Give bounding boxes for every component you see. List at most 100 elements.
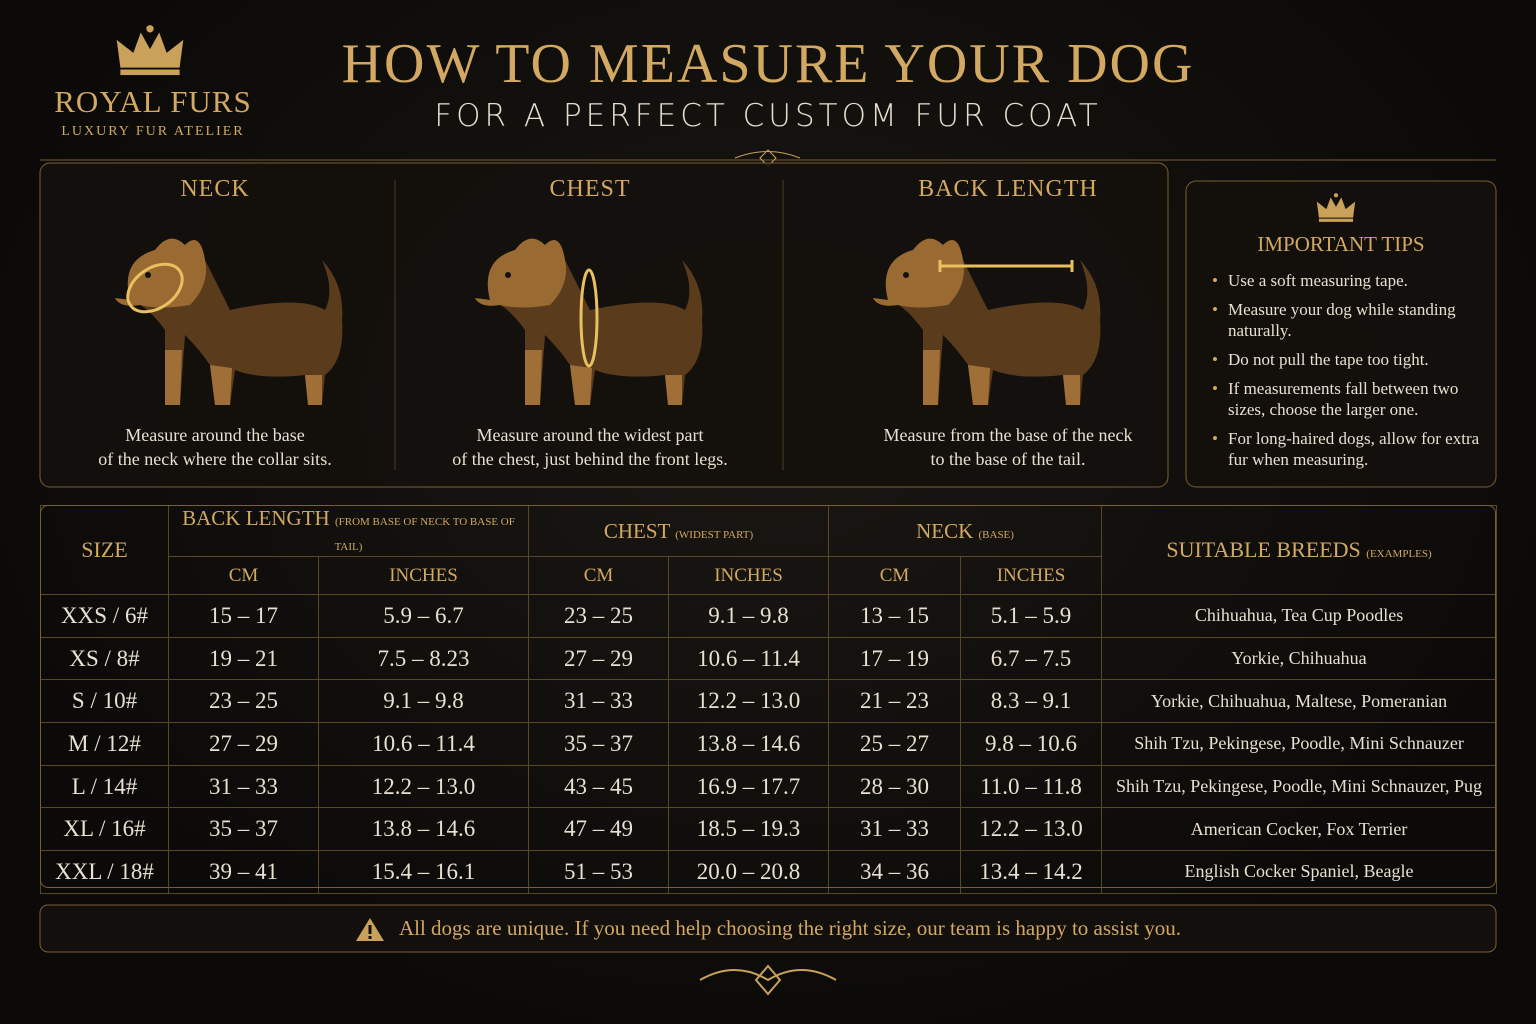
measure-cell: 19 – 21 bbox=[168, 636, 319, 681]
measure-text: Measure around the widest part bbox=[476, 425, 704, 445]
measure-cell: 9.1 – 9.8 bbox=[318, 679, 529, 724]
measure-cell: 51 – 53 bbox=[528, 850, 669, 894]
measure-text: of the chest, just behind the front legs… bbox=[452, 449, 728, 469]
breeds-note: (EXAMPLES) bbox=[1366, 548, 1432, 560]
table-row: XS / 8# 19 – 21 7.5 – 8.23 27 – 29 10.6 – 11… bbox=[40, 636, 1498, 681]
measure-cell: 12.2 – 13.0 bbox=[667, 679, 830, 724]
size-cell: XL / 16# bbox=[40, 807, 169, 852]
breeds-cell: Yorkie, Chihuahua bbox=[1101, 636, 1498, 681]
measure-cell: 28 – 30 bbox=[828, 764, 962, 809]
measure-cell: 31 – 33 bbox=[528, 679, 669, 724]
measure-cell: 13.4 – 14.2 bbox=[960, 850, 1103, 894]
measure-cell: 25 – 27 bbox=[828, 722, 962, 766]
header-cell: SIZE bbox=[40, 505, 169, 595]
note-box bbox=[39, 904, 1497, 953]
neck-marker bbox=[126, 262, 184, 314]
measure-cell: 11.0 – 11.8 bbox=[960, 764, 1103, 809]
measure-cell: 39 – 41 bbox=[168, 850, 319, 894]
measure-cell: 7.5 – 8.23 bbox=[318, 636, 529, 681]
table-row: M / 12# 27 – 29 10.6 – 11.4 35 – 37 13.8 – 1… bbox=[40, 722, 1498, 766]
unit-header: INCHES bbox=[960, 556, 1103, 595]
measure-cell: 35 – 37 bbox=[528, 722, 669, 766]
measure-cell: 27 – 29 bbox=[528, 636, 669, 681]
group-note: (BASE) bbox=[978, 528, 1014, 541]
measure-text: to the base of the tail. bbox=[930, 449, 1086, 469]
measure-cell: 8.3 – 9.1 bbox=[960, 679, 1103, 724]
group-note: (WIDEST PART) bbox=[675, 528, 754, 541]
measure-cell: 9.1 – 9.8 bbox=[667, 594, 830, 638]
breeds-cell: Chihuahua, Tea Cup Poodles bbox=[1101, 594, 1498, 638]
measure-cell: 23 – 25 bbox=[528, 594, 669, 638]
measure-text: of the neck where the collar sits. bbox=[98, 449, 332, 469]
tip: Do not pull the tape too tight. bbox=[1186, 349, 1486, 370]
unit-header: CM bbox=[168, 556, 319, 595]
size-cell: S / 10# bbox=[40, 679, 169, 724]
header-cell: CHEST (WIDEST PART) bbox=[527, 505, 830, 557]
measure-cell: 34 – 36 bbox=[828, 850, 962, 894]
back-marker bbox=[938, 260, 1074, 272]
measure-cell: 13.8 – 14.6 bbox=[318, 807, 529, 852]
breeds-title: SUITABLE BREEDS bbox=[1166, 537, 1361, 562]
measure-cell: 31 – 33 bbox=[828, 807, 962, 852]
tip: If measurements fall between two sizes, … bbox=[1186, 378, 1486, 420]
chest-marker bbox=[579, 268, 599, 368]
ornament bbox=[699, 964, 837, 996]
measure-title: NECK bbox=[180, 176, 250, 202]
group-note: (FROM BASE OF NECK TO BASE OF TAIL) bbox=[334, 516, 515, 553]
table-row: XXL / 18# 39 – 41 15.4 – 16.1 51 – 53 20.0 –… bbox=[40, 850, 1498, 894]
measure-cell: 15 – 17 bbox=[168, 594, 319, 638]
measure-cell: 13 – 15 bbox=[828, 594, 962, 638]
measure-cell: 35 – 37 bbox=[168, 807, 319, 852]
measure-cell: 21 – 23 bbox=[828, 679, 962, 724]
table-row: L / 14# 31 – 33 12.2 – 13.0 43 – 45 16.9 – 1… bbox=[40, 764, 1498, 809]
header-cell: SUITABLE BREEDS (EXAMPLES) bbox=[1101, 505, 1498, 595]
size-cell: XXS / 6# bbox=[40, 594, 169, 638]
measure-cell: 27 – 29 bbox=[168, 722, 319, 766]
header-cell: BACK LENGTH (FROM BASE OF NECK TO BASE O… bbox=[168, 505, 529, 557]
measure-cell: 13.8 – 14.6 bbox=[667, 722, 830, 766]
unit-header: CM bbox=[528, 556, 669, 595]
breeds-cell: English Cocker Spaniel, Beagle bbox=[1101, 850, 1498, 894]
measure-cell: 5.1 – 5.9 bbox=[960, 594, 1103, 638]
measure-cell: 17 – 19 bbox=[828, 636, 962, 681]
tips-list: Use a soft measuring tape. Measure your d… bbox=[1186, 270, 1486, 478]
measure-cell: 20.0 – 20.8 bbox=[667, 850, 830, 894]
tip: Measure your dog while standing naturall… bbox=[1186, 299, 1486, 341]
size-cell: M / 12# bbox=[40, 722, 169, 766]
group-title: CHEST bbox=[603, 518, 671, 543]
size-cell: XXL / 18# bbox=[40, 850, 169, 894]
measure-cell: 31 – 33 bbox=[168, 764, 319, 809]
measure-cell: 23 – 25 bbox=[168, 679, 319, 724]
breeds-cell: Shih Tzu, Pekingese, Poodle, Mini Schnau… bbox=[1101, 722, 1498, 766]
note: All dogs are unique. If you need help ch… bbox=[40, 905, 1496, 952]
measure-cell: 9.8 – 10.6 bbox=[960, 722, 1103, 766]
brand-name: ROYAL FURS bbox=[54, 84, 252, 119]
measure-cell: 43 – 45 bbox=[528, 764, 669, 809]
note-text: All dogs are unique. If you need help ch… bbox=[398, 916, 1182, 940]
header-row: SIZE BACK LENGTH (FROM BASE OF NECK TO BA… bbox=[40, 505, 1498, 595]
measure-cell: 6.7 – 7.5 bbox=[960, 636, 1103, 681]
table-row: XL / 16# 35 – 37 13.8 – 14.6 47 – 49 18.5 – … bbox=[40, 807, 1498, 852]
size-cell: L / 14# bbox=[40, 764, 169, 809]
measure-cell: 10.6 – 11.4 bbox=[318, 722, 529, 766]
warning-icon bbox=[355, 917, 384, 941]
header-row: CM INCHES CM INCHES CM INCHES bbox=[41, 556, 1497, 595]
measure-cell: 18.5 – 19.3 bbox=[667, 807, 830, 852]
tips-title: IMPORTANT TIPS bbox=[1257, 232, 1425, 256]
unit-header: CM bbox=[828, 556, 962, 595]
breeds-cell: Shih Tzu, Pekingese, Poodle, Mini Schnau… bbox=[1101, 764, 1498, 809]
breeds-cell: American Cocker, Fox Terrier bbox=[1101, 807, 1498, 852]
group-title: BACK LENGTH bbox=[182, 506, 330, 530]
group-title: NECK bbox=[916, 518, 974, 543]
brand-crown bbox=[116, 25, 184, 76]
size-cell: XS / 8# bbox=[40, 636, 169, 681]
header-cell: NECK (BASE) bbox=[828, 505, 1103, 557]
measure-cell: 47 – 49 bbox=[528, 807, 669, 852]
table-row: S / 10# 23 – 25 9.1 – 9.8 31 – 33 12.2 – 13.… bbox=[40, 679, 1498, 724]
measure-text: Measure around the base bbox=[125, 425, 305, 445]
measure-cell: 10.6 – 11.4 bbox=[667, 636, 830, 681]
breeds-cell: Yorkie, Chihuahua, Maltese, Pomeranian bbox=[1101, 679, 1498, 724]
tip: Use a soft measuring tape. bbox=[1186, 270, 1486, 291]
